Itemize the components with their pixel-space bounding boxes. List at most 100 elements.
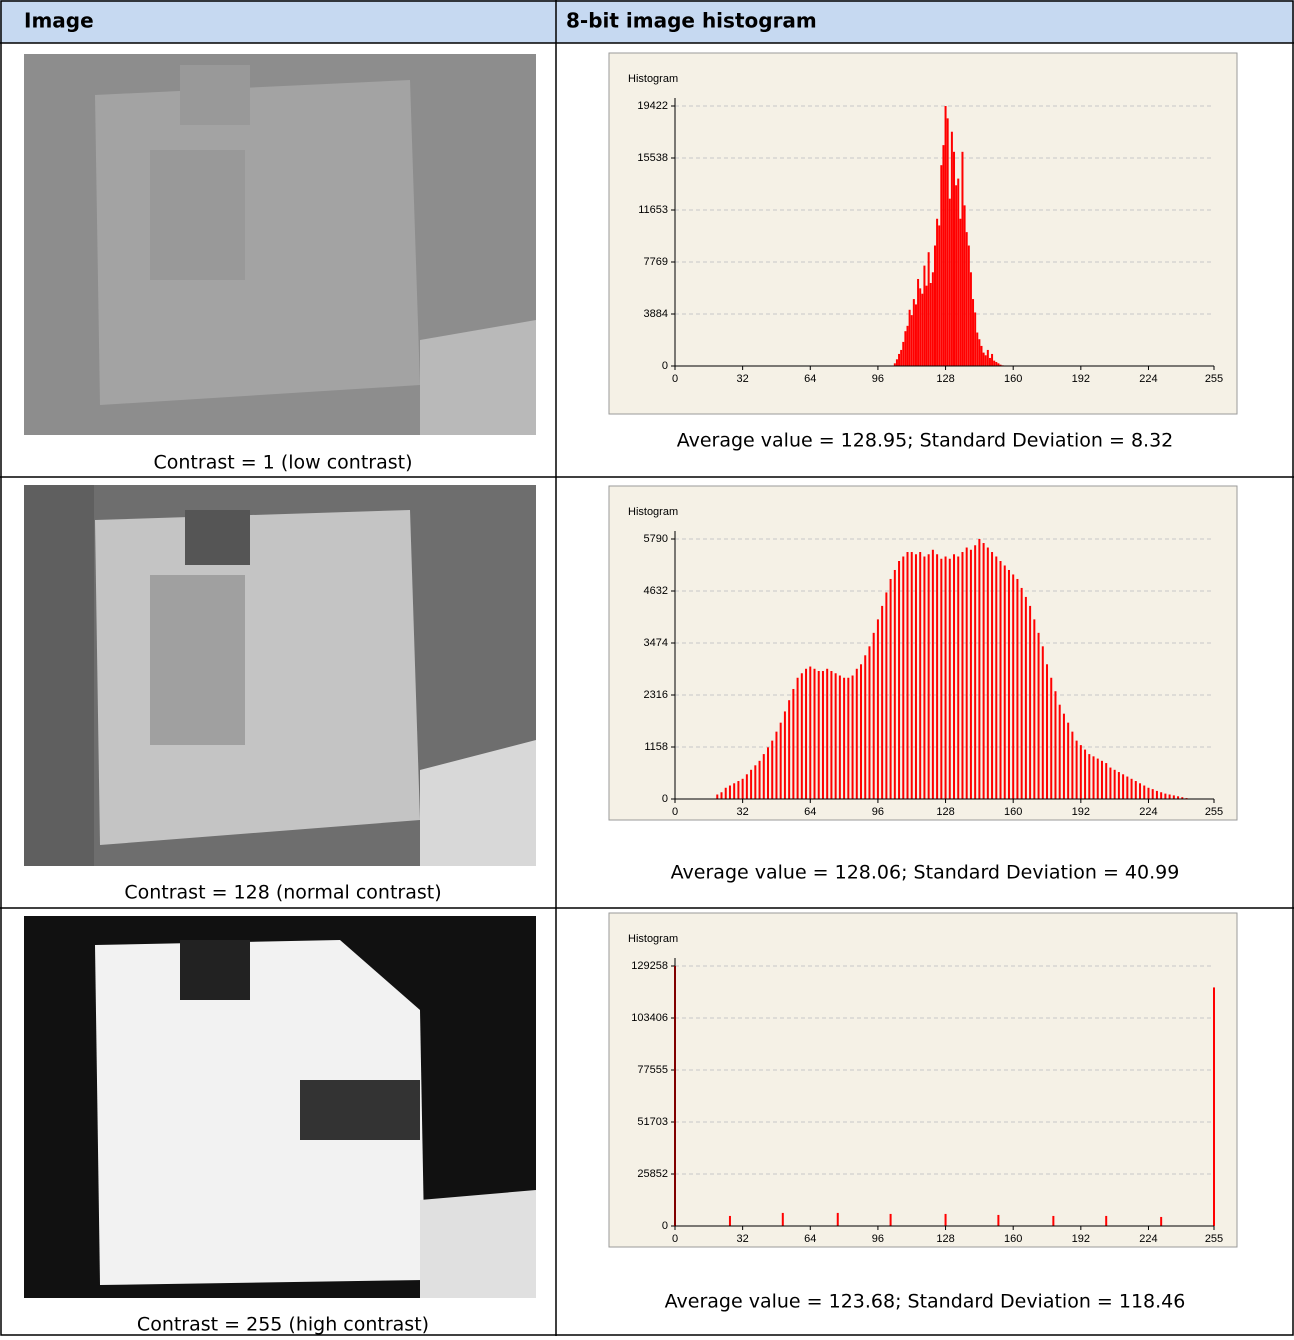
histogram-bar: [914, 554, 917, 799]
histogram-bar: [900, 349, 903, 366]
histogram-bar: [940, 558, 943, 799]
caption: Contrast = 255 (high contrast): [137, 1314, 429, 1336]
histogram-bar: [944, 106, 947, 367]
histogram-bar: [895, 359, 898, 366]
y-tick-label: 0: [662, 793, 668, 805]
histogram-bar: [1029, 605, 1032, 799]
chart-title: Histogram: [628, 506, 678, 518]
histogram-bar: [758, 760, 761, 799]
histogram-bar: [953, 151, 956, 366]
histogram-bar: [1020, 587, 1023, 799]
histogram-bar: [965, 547, 968, 799]
header-row: [0, 0, 1294, 43]
x-tick-label: 160: [1004, 1233, 1022, 1245]
histogram-bar: [1037, 632, 1040, 799]
histogram-bar: [957, 556, 960, 799]
histogram-bar: [1079, 745, 1082, 799]
histogram-bar: [775, 731, 778, 799]
histogram-bar: [741, 778, 744, 799]
histogram-bar: [876, 619, 879, 799]
histogram-bar: [978, 538, 981, 799]
y-tick-label: 1158: [644, 741, 668, 753]
histogram-bar: [1058, 704, 1061, 799]
histogram-bar: [788, 700, 791, 799]
histogram-bar: [995, 361, 998, 366]
histogram-bar: [974, 312, 977, 366]
y-tick-label: 51703: [637, 1116, 668, 1128]
chart-title: Histogram: [628, 73, 678, 85]
histogram-bar: [940, 165, 943, 366]
histogram-bar: [1088, 754, 1091, 799]
x-tick-label: 192: [1072, 1233, 1090, 1245]
histogram-bar: [800, 673, 803, 799]
histogram-bar: [1007, 569, 1010, 799]
histogram-bar: [925, 285, 928, 366]
histogram-bar: [724, 787, 727, 799]
histogram-bar: [1054, 691, 1057, 799]
histogram-bar: [1046, 664, 1049, 799]
x-tick-label: 255: [1205, 1233, 1223, 1245]
histogram-bar: [921, 293, 924, 366]
stats: Average value = 128.95; Standard Deviati…: [677, 430, 1174, 452]
y-tick-label: 129258: [631, 960, 668, 972]
histogram-bar: [792, 688, 795, 799]
histogram-bar: [919, 288, 922, 366]
histogram-bar: [745, 774, 748, 799]
histogram-bar: [936, 554, 939, 799]
histogram-bar: [963, 205, 966, 366]
histogram-bar: [898, 353, 901, 366]
histogram-bar: [750, 769, 753, 799]
histogram-bar: [950, 131, 953, 366]
x-tick-label: 255: [1205, 373, 1223, 385]
histogram-bar: [728, 1215, 731, 1226]
histogram-bar: [965, 232, 968, 366]
histogram-bar: [733, 783, 736, 799]
x-tick-label: 32: [737, 806, 749, 818]
histogram-bar: [809, 666, 812, 799]
histogram-bar: [991, 552, 994, 799]
histogram-bar: [1096, 758, 1099, 799]
histogram-bar: [1117, 772, 1120, 799]
histogram-bar: [919, 552, 922, 799]
histogram-bar: [1177, 796, 1180, 799]
histogram-bar: [969, 549, 972, 799]
histogram-bar: [910, 552, 913, 799]
histogram-bar: [838, 675, 841, 799]
histogram-bar: [1181, 797, 1184, 799]
histogram-bar: [988, 357, 991, 366]
histogram-bar: [754, 765, 757, 799]
histogram-bar: [1155, 790, 1158, 799]
histogram-bar: [902, 556, 905, 799]
histogram-bar: [893, 363, 896, 366]
histogram-bar: [889, 578, 892, 799]
x-tick-label: 64: [804, 1233, 816, 1245]
histogram-bar: [997, 363, 1000, 366]
histogram-bar: [1084, 749, 1087, 799]
histogram-bar: [986, 547, 989, 799]
histogram-bar: [1024, 596, 1027, 799]
histogram-bar: [860, 664, 863, 799]
histogram-bar: [889, 1213, 892, 1226]
histogram-bar: [944, 1213, 947, 1226]
histogram-bar: [1041, 646, 1044, 799]
y-tick-label: 3884: [644, 308, 668, 320]
histogram-bar: [1012, 574, 1015, 799]
histogram-bar: [927, 252, 930, 366]
histogram-bar: [978, 339, 981, 366]
histogram-bar: [1100, 760, 1103, 799]
histogram-bar: [1143, 785, 1146, 799]
histogram-bar: [1160, 1216, 1163, 1226]
histogram-bar: [847, 677, 850, 799]
histogram-bar: [1126, 776, 1129, 799]
histogram-bar: [783, 711, 786, 799]
histogram-bar: [955, 185, 958, 366]
x-tick-label: 255: [1205, 806, 1223, 818]
histogram-bar: [946, 118, 949, 366]
histogram-bar: [948, 558, 951, 799]
x-tick-label: 96: [872, 1233, 884, 1245]
histogram-bar: [868, 646, 871, 799]
histogram-bar: [938, 225, 941, 366]
